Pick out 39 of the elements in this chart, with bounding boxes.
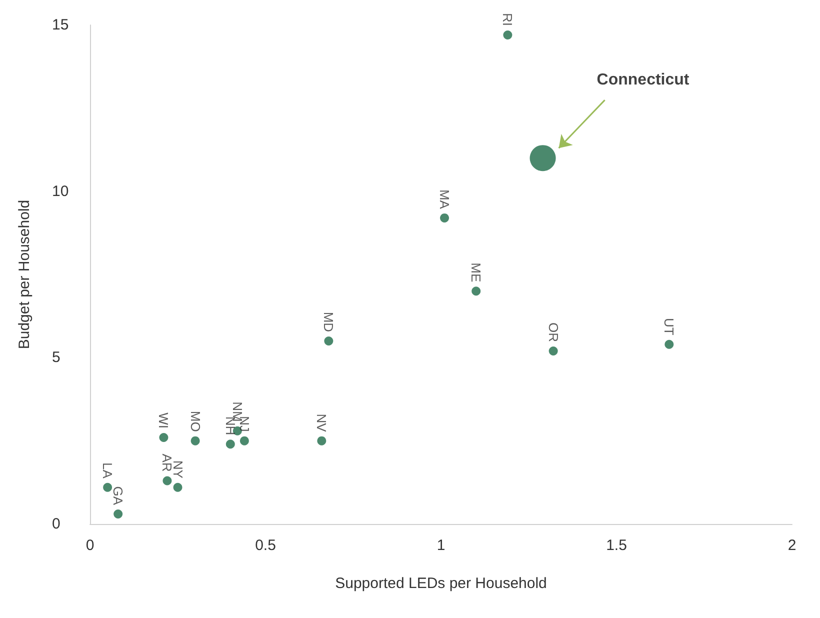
x-tick-label: 0 (86, 537, 94, 554)
y-tick-label: 5 (52, 349, 60, 366)
point (324, 336, 334, 346)
y-tick-label: 15 (52, 16, 69, 34)
annotation: Connecticut (596, 72, 690, 89)
x-tick-label: 1 (436, 537, 446, 554)
point (159, 433, 168, 442)
point (530, 145, 556, 172)
x-tick-label: 2 (788, 537, 796, 554)
point (548, 346, 558, 356)
point (317, 436, 326, 446)
annotation: MD (321, 312, 336, 332)
point (472, 286, 481, 296)
point (173, 482, 182, 492)
point (190, 436, 200, 446)
point (440, 213, 450, 222)
point (240, 436, 249, 446)
x-tick-label: 1.5 (606, 537, 627, 554)
point (162, 476, 172, 486)
y-axis-title: Budget per Household (16, 200, 33, 350)
annotation: GA (110, 486, 126, 506)
y-tick-label: 0 (52, 516, 60, 532)
x-tick-label: 0.5 (255, 537, 276, 554)
annotation: NV (314, 414, 330, 432)
x-axis-title: Supported LEDs per Household (335, 575, 547, 592)
annotation: WI (156, 412, 172, 429)
point (664, 340, 674, 349)
annotation: RI (500, 12, 516, 26)
point (226, 440, 235, 449)
y-tick-label: 10 (52, 182, 69, 200)
point (503, 30, 512, 40)
annotation: LA (100, 462, 116, 479)
annotation: MO (188, 410, 203, 432)
annotation: ME (468, 262, 484, 282)
annotation: MA (437, 189, 452, 210)
point (103, 482, 112, 492)
annotation: UT (662, 318, 677, 336)
point (114, 510, 123, 519)
annotation: OR (546, 322, 561, 342)
